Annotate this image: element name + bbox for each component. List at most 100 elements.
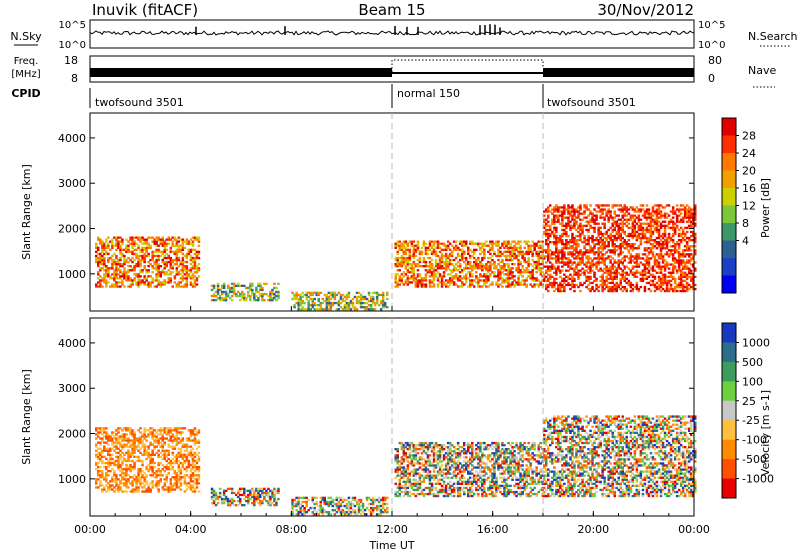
heatmap-cell [545, 287, 548, 291]
heatmap-cell [193, 470, 197, 473]
heatmap-cell [129, 470, 132, 473]
heatmap-cell [155, 236, 158, 239]
heatmap-cell [432, 271, 436, 274]
heatmap-cell [505, 277, 508, 280]
heatmap-cell [603, 216, 606, 219]
heatmap-cell [446, 279, 450, 282]
heatmap-cell [394, 242, 397, 245]
heatmap-cell [647, 247, 651, 250]
heatmap-cell [249, 497, 252, 501]
heatmap-cell [127, 277, 130, 280]
heatmap-cell [345, 295, 349, 299]
heatmap-cell [629, 259, 633, 262]
heatmap-cell [177, 486, 181, 489]
heatmap-cell [185, 265, 189, 268]
heatmap-cell [293, 297, 296, 301]
heatmap-cell [101, 459, 104, 463]
heatmap-cell [185, 277, 189, 280]
heatmap-cell [169, 482, 172, 485]
heatmap-cell [259, 282, 262, 285]
heatmap-cell [458, 265, 462, 268]
heatmap-cell [692, 275, 695, 278]
heatmap-cell [603, 257, 606, 260]
heatmap-cell [331, 301, 335, 305]
heatmap-cell [133, 447, 136, 450]
heatmap-cell [245, 489, 248, 492]
heatmap-cell [189, 254, 193, 258]
heatmap-cell [177, 459, 181, 463]
heatmap-cell [617, 255, 620, 258]
heatmap-cell [694, 239, 697, 242]
heatmap-cell [635, 261, 639, 264]
heatmap-cell [135, 256, 138, 260]
heatmap-cell [577, 234, 580, 238]
heatmap-cell [653, 220, 657, 223]
heatmap-cell [469, 275, 472, 278]
heatmap-cell [446, 263, 450, 266]
heatmap-cell [293, 293, 296, 297]
heatmap-cell [123, 439, 126, 442]
heatmap-cell [377, 304, 381, 307]
heatmap-cell [224, 495, 228, 499]
heatmap-cell [113, 478, 116, 481]
heatmap-cell [613, 261, 616, 264]
heatmap-cell [569, 259, 572, 262]
heatmap-cell [299, 295, 302, 299]
heatmap-cell [119, 445, 122, 448]
heatmap-cell [649, 279, 653, 282]
heatmap-cell [605, 279, 608, 282]
heatmap-cell [379, 293, 383, 297]
heatmap-cell [446, 244, 450, 247]
heatmap-cell [412, 244, 416, 247]
heatmap-cell [185, 474, 189, 477]
heatmap-cell [155, 435, 158, 438]
heatmap-cell [400, 248, 404, 251]
heatmap-cell [410, 240, 414, 243]
heatmap-cell [621, 275, 624, 278]
heatmap-cell [273, 282, 276, 285]
heatmap-cell [107, 260, 110, 264]
heatmap-cell [163, 427, 166, 430]
heatmap-cell [153, 242, 156, 245]
heatmap-cell [599, 241, 602, 244]
heatmap-cell [155, 451, 158, 454]
heatmap-cell [428, 275, 432, 278]
heatmap-cell [655, 224, 659, 227]
heatmap-cell [398, 263, 401, 266]
heatmap-cell [575, 247, 578, 250]
heatmap-cell [438, 281, 442, 284]
heatmap-cell [161, 433, 164, 436]
heatmap-cell [125, 271, 128, 274]
heatmap-cell [635, 285, 639, 289]
heatmap-cell [601, 287, 604, 291]
heatmap-cell [456, 279, 460, 282]
heatmap-cell [629, 253, 633, 256]
heatmap-cell [527, 263, 530, 266]
heatmap-cell [167, 273, 170, 276]
heatmap-cell [681, 208, 685, 211]
heatmap-cell [175, 482, 179, 485]
heatmap-cell [595, 287, 598, 291]
heatmap-cell [197, 455, 201, 458]
heatmap-cell [216, 502, 220, 505]
heatmap-cell [523, 246, 526, 249]
heatmap-cell [402, 271, 406, 274]
heatmap-cell [361, 301, 365, 305]
heatmap-cell [189, 451, 193, 454]
heatmap-cell [193, 435, 197, 438]
heatmap-cell [609, 259, 612, 262]
heatmap-cell [400, 265, 404, 268]
heatmap-cell [561, 251, 564, 254]
heatmap-cell [657, 232, 661, 236]
heatmap-cell [187, 252, 191, 256]
heatmap-cell [647, 253, 651, 256]
heatmap-cell [105, 437, 108, 440]
heatmap-cell [609, 239, 612, 242]
heatmap-cell [179, 468, 183, 471]
heatmap-cell [412, 273, 416, 276]
heatmap-cell [485, 265, 488, 268]
heatmap-cell [599, 210, 602, 213]
heatmap-cell [193, 488, 197, 491]
heatmap-cell [503, 269, 506, 272]
heatmap-cell [537, 256, 540, 260]
